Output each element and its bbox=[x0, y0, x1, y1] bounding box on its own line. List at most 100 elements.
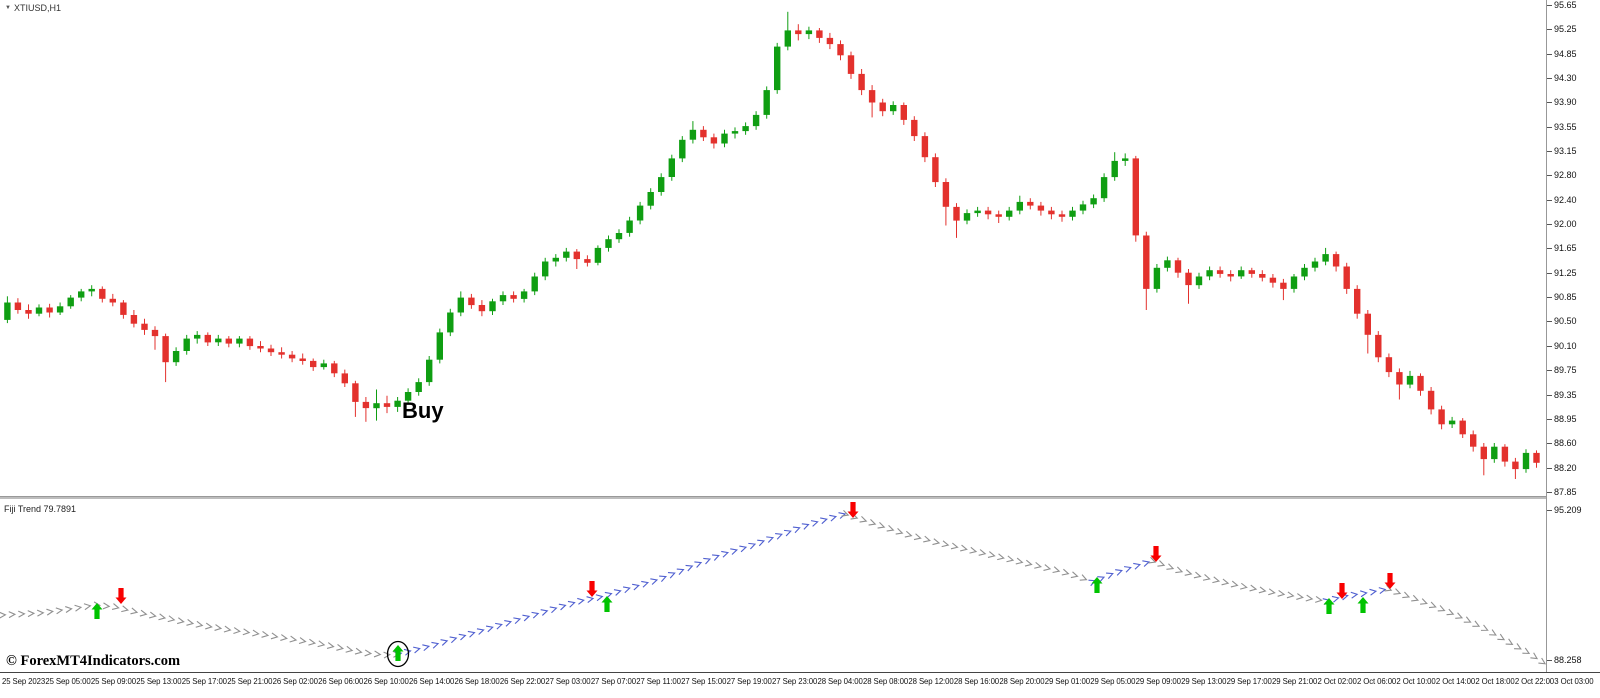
sell-arrow-icon bbox=[115, 588, 127, 604]
neutral-marker bbox=[1428, 601, 1437, 609]
bull-candle bbox=[721, 133, 728, 144]
bull-candle bbox=[183, 338, 190, 351]
neutral-marker bbox=[242, 628, 251, 636]
neutral-marker bbox=[270, 632, 279, 640]
trend-marker bbox=[1133, 562, 1142, 570]
neutral-marker bbox=[1070, 571, 1079, 579]
neutral-marker bbox=[214, 624, 223, 631]
sell-arrow-icon bbox=[1150, 546, 1162, 562]
sell-arrow-icon bbox=[1384, 573, 1396, 589]
trend-marker bbox=[1115, 569, 1123, 576]
neutral-marker bbox=[1522, 647, 1531, 655]
bull-candle bbox=[1016, 201, 1023, 211]
time-axis-label: 27 Sep 19:00 bbox=[726, 677, 772, 686]
main-chart-area[interactable]: ▼ XTIUSD,H1 Buy bbox=[0, 0, 1546, 497]
time-axis-label: 29 Sep 01:00 bbox=[1044, 677, 1090, 686]
bear-candle bbox=[362, 401, 370, 409]
indicator-axis-min-value: 88.258 bbox=[1554, 655, 1582, 665]
price-axis-label: 88.60 bbox=[1547, 439, 1600, 448]
neutral-marker bbox=[308, 638, 317, 646]
bear-candle bbox=[352, 383, 359, 402]
bull-candle bbox=[35, 307, 43, 314]
bear-candle bbox=[710, 137, 718, 144]
neutral-marker bbox=[1175, 566, 1184, 574]
bull-candle bbox=[394, 400, 401, 407]
neutral-marker bbox=[904, 530, 913, 538]
trend-marker bbox=[1350, 591, 1359, 599]
neutral-marker bbox=[18, 610, 26, 618]
bear-candle bbox=[1417, 375, 1424, 391]
chart-symbol-label[interactable]: ▼ XTIUSD,H1 bbox=[5, 3, 61, 13]
time-axis-label: 27 Sep 23:00 bbox=[772, 677, 818, 686]
bear-candle bbox=[816, 30, 823, 38]
bull-candle bbox=[404, 392, 412, 401]
bear-candle bbox=[1280, 282, 1287, 289]
bear-candle bbox=[162, 336, 169, 363]
buy-arrow-icon bbox=[1091, 577, 1103, 593]
time-axis-label: 2 Oct 02:00 bbox=[1317, 677, 1357, 686]
bear-candle bbox=[984, 210, 992, 215]
neutral-marker bbox=[1530, 652, 1539, 660]
bull-candle bbox=[215, 338, 222, 343]
bull-candle bbox=[447, 312, 454, 333]
bull-candle bbox=[784, 30, 791, 47]
bear-candle bbox=[151, 329, 159, 337]
trend-marker bbox=[667, 572, 676, 579]
neutral-marker bbox=[1148, 556, 1157, 564]
price-axis-label: 91.65 bbox=[1547, 244, 1600, 253]
bull-candle bbox=[88, 288, 95, 292]
bear-candle bbox=[826, 37, 834, 45]
candlestick-chart[interactable] bbox=[0, 0, 1546, 497]
trend-marker bbox=[522, 614, 531, 622]
price-axis[interactable]: 95.65 95.25 94.85 94.30 93.90 93.55 93.15 92.80… bbox=[1546, 0, 1600, 673]
bear-candle bbox=[847, 55, 855, 74]
neutral-marker bbox=[1043, 564, 1052, 571]
price-axis-label: 92.00 bbox=[1547, 220, 1600, 229]
neutral-marker bbox=[36, 609, 45, 617]
bull-candle bbox=[499, 295, 507, 302]
fiji-trend-indicator-chart[interactable] bbox=[0, 502, 1547, 673]
sell-arrow-icon bbox=[847, 502, 859, 518]
trend-marker bbox=[801, 523, 810, 530]
bull-candle bbox=[594, 247, 602, 263]
price-axis-label: 92.40 bbox=[1547, 195, 1600, 205]
price-axis-label: 95.65 bbox=[1547, 1, 1600, 10]
trend-marker bbox=[676, 568, 685, 576]
bull-candle bbox=[679, 139, 686, 159]
trend-marker bbox=[504, 620, 513, 627]
time-axis-label: 25 Sep 05:00 bbox=[45, 677, 91, 686]
time-axis-label: 26 Sep 06:00 bbox=[318, 677, 364, 686]
neutral-marker bbox=[886, 524, 895, 532]
bear-candle bbox=[1185, 272, 1192, 286]
bear-candle bbox=[46, 307, 53, 313]
time-axis-label: 25 Sep 09:00 bbox=[90, 677, 137, 686]
time-axis[interactable]: 25 Sep 2023 25 Sep 05:00 25 Sep 09:00 25 Se… bbox=[2, 677, 1594, 686]
trend-marker bbox=[712, 554, 720, 561]
neutral-marker bbox=[46, 608, 54, 616]
neutral-marker bbox=[1024, 559, 1033, 567]
neutral-marker bbox=[1061, 568, 1070, 576]
neutral-marker bbox=[280, 634, 288, 641]
bear-candle bbox=[1332, 254, 1340, 267]
bull-candle bbox=[1195, 276, 1203, 286]
bear-candle bbox=[879, 102, 886, 112]
price-axis-label: 93.15 bbox=[1547, 147, 1600, 156]
bull-candle bbox=[647, 192, 654, 206]
bear-candle bbox=[141, 323, 148, 330]
bull-candle bbox=[1111, 160, 1118, 178]
window-separator[interactable] bbox=[0, 496, 1546, 499]
neutral-marker bbox=[969, 546, 978, 554]
neutral-marker bbox=[997, 553, 1005, 561]
price-axis-label: 94.85 bbox=[1547, 49, 1600, 59]
neutral-marker bbox=[1052, 566, 1061, 574]
time-axis-label: 29 Sep 13:00 bbox=[1181, 677, 1227, 686]
bear-candle bbox=[900, 105, 907, 120]
indicator-subwindow[interactable]: Fiji Trend 79.7891 bbox=[0, 499, 1547, 673]
neutral-marker bbox=[1497, 633, 1506, 641]
bull-candle bbox=[1079, 204, 1087, 211]
neutral-marker bbox=[841, 509, 850, 517]
trend-marker bbox=[458, 633, 467, 641]
chart-dropdown-icon: ▼ bbox=[5, 5, 11, 11]
bear-candle bbox=[1385, 357, 1393, 373]
bull-candle bbox=[752, 114, 760, 127]
